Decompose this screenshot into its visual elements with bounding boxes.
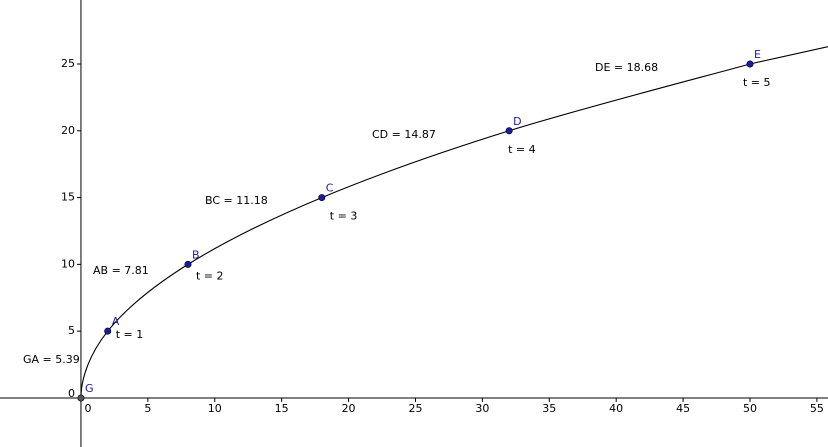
point-label: D: [513, 115, 521, 128]
t-label: t = 5: [743, 76, 771, 89]
x-tick-label: 50: [743, 402, 757, 415]
segment-label: DE = 18.68: [595, 61, 658, 74]
point-label: B: [192, 248, 200, 261]
point: [505, 127, 513, 135]
point-label: E: [754, 48, 761, 61]
x-tick-label: 35: [542, 402, 556, 415]
x-tick-label: 15: [275, 402, 289, 415]
point: [184, 260, 192, 268]
x-tick-label: 0: [84, 402, 91, 415]
segment-label: CD = 14.87: [372, 128, 436, 141]
x-tick-label: 5: [144, 402, 151, 415]
point: [746, 60, 754, 68]
y-tick-label: 15: [61, 191, 75, 204]
point-label: G: [85, 382, 94, 395]
y-tick-label: 25: [61, 57, 75, 70]
y-tick-label: 5: [68, 324, 75, 337]
x-tick-label: 40: [609, 402, 623, 415]
t-label: t = 1: [116, 328, 144, 341]
x-tick-label: 25: [408, 402, 422, 415]
x-tick-label: 55: [810, 402, 824, 415]
x-tick-label: 45: [676, 402, 690, 415]
x-tick-label: 20: [342, 402, 356, 415]
y-tick-label: 0: [68, 387, 75, 400]
point: [104, 327, 112, 335]
point: [318, 194, 326, 202]
t-label: t = 3: [330, 210, 358, 223]
y-tick-label: 20: [61, 124, 75, 137]
y-tick-label: 10: [61, 257, 75, 270]
point-label: A: [112, 315, 120, 328]
segment-label: GA = 5.39: [23, 353, 80, 366]
point-label: C: [326, 182, 334, 195]
segment-label: BC = 11.18: [205, 194, 268, 207]
segment-label: AB = 7.81: [93, 264, 149, 277]
point: [77, 394, 85, 402]
t-label: t = 2: [196, 269, 224, 282]
curve: [80, 46, 828, 398]
t-label: t = 4: [508, 143, 536, 156]
x-tick-label: 10: [208, 402, 222, 415]
x-tick-label: 30: [475, 402, 489, 415]
